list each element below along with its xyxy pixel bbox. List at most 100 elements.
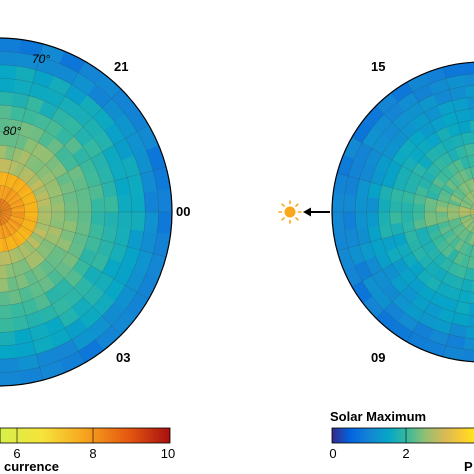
left-cb-label: currence bbox=[4, 459, 59, 474]
left-cell bbox=[90, 197, 106, 213]
left-mlt-spoke bbox=[0, 124, 149, 213]
right-colorbar-gradient bbox=[331, 427, 474, 444]
left-cell bbox=[103, 196, 119, 213]
right-cell bbox=[377, 211, 391, 226]
right-mlt-spoke bbox=[352, 211, 474, 288]
right-cell bbox=[424, 211, 437, 220]
right-cell bbox=[401, 211, 414, 223]
left-cell bbox=[0, 278, 9, 293]
right-polar-plot: 15 09 bbox=[331, 59, 474, 365]
left-cell bbox=[64, 201, 79, 213]
left-mlt-spoke bbox=[0, 211, 86, 363]
left-cell bbox=[77, 211, 92, 225]
right-mlt-spoke bbox=[443, 67, 474, 213]
mlt-label-21: 21 bbox=[114, 59, 128, 74]
left-cell bbox=[103, 211, 119, 228]
right-mlt-spoke bbox=[375, 211, 474, 319]
right-mlt-spoke bbox=[337, 173, 474, 213]
lat-label-80: 80° bbox=[3, 124, 21, 138]
right-cell bbox=[343, 211, 357, 231]
left-mlt-spoke bbox=[0, 211, 149, 300]
right-cell bbox=[332, 211, 345, 232]
right-outer-ring bbox=[331, 61, 474, 363]
right-cb-label: P bbox=[464, 459, 473, 474]
mlt-label-15: 15 bbox=[371, 59, 385, 74]
left-cell bbox=[130, 211, 146, 232]
left-cell bbox=[117, 211, 133, 230]
left-cell bbox=[90, 211, 106, 227]
left-mlt-spoke bbox=[0, 211, 167, 258]
left-cell bbox=[143, 211, 159, 234]
right-cell bbox=[389, 211, 403, 225]
left-cell bbox=[0, 357, 20, 373]
left-cell bbox=[0, 104, 13, 120]
right-mlt-spoke bbox=[406, 82, 474, 213]
right-cell bbox=[412, 211, 426, 222]
left-cb-tick-8: 8 bbox=[89, 446, 96, 461]
right-colorbar: Solar Maximum 0 2 4 P bbox=[329, 409, 474, 474]
lat-label-70: 70° bbox=[32, 52, 50, 66]
left-cell bbox=[0, 185, 2, 199]
right-cell bbox=[463, 337, 474, 351]
right-cell bbox=[462, 62, 474, 75]
mlt-label-03: 03 bbox=[116, 350, 130, 365]
left-mlt-spoke bbox=[0, 61, 86, 213]
right-cell bbox=[401, 201, 414, 213]
right-cell bbox=[354, 211, 368, 229]
right-cell bbox=[470, 211, 474, 214]
left-cell bbox=[0, 344, 18, 360]
left-outer-ring bbox=[0, 37, 173, 387]
right-cell bbox=[366, 211, 380, 228]
left-mlt-spoke bbox=[0, 88, 122, 213]
right-mlt-spoke bbox=[406, 211, 474, 342]
left-cell bbox=[77, 199, 92, 213]
left-cell bbox=[0, 51, 20, 67]
left-cell bbox=[117, 194, 133, 213]
right-cb-tick-2: 2 bbox=[402, 446, 409, 461]
left-cell bbox=[0, 91, 14, 107]
right-cell bbox=[466, 96, 474, 110]
left-cell bbox=[157, 211, 172, 235]
right-cell bbox=[389, 199, 403, 213]
left-mlt-spoke bbox=[0, 166, 167, 213]
left-polar-plot: 70° 80° 21 00 03 bbox=[0, 37, 190, 387]
mlt-label-00: 00 bbox=[176, 204, 190, 219]
left-cell bbox=[130, 192, 146, 213]
right-cell bbox=[366, 196, 380, 213]
left-cell bbox=[0, 64, 18, 80]
mlt-label-09: 09 bbox=[371, 350, 385, 365]
left-cell bbox=[50, 203, 66, 213]
right-cb-title: Solar Maximum bbox=[330, 409, 426, 424]
right-mlt-spoke bbox=[375, 105, 474, 213]
left-cell bbox=[0, 317, 14, 333]
left-cell bbox=[0, 371, 21, 386]
right-cell bbox=[462, 349, 474, 362]
right-cell bbox=[343, 193, 357, 213]
right-cb-tick-0: 0 bbox=[329, 446, 336, 461]
right-cell bbox=[465, 84, 474, 98]
sun-icon bbox=[278, 200, 302, 224]
right-mlt-spoke bbox=[443, 211, 474, 357]
left-heatmap-cells bbox=[0, 38, 172, 386]
left-mlt-spoke bbox=[0, 43, 44, 213]
left-cb-tick-10: 10 bbox=[161, 446, 175, 461]
right-cell bbox=[354, 195, 368, 213]
right-grid bbox=[332, 67, 474, 357]
left-mlt-spoke bbox=[0, 211, 122, 336]
left-colorbar-gradient bbox=[0, 427, 171, 444]
right-cell bbox=[332, 192, 345, 213]
left-cell bbox=[143, 190, 159, 213]
right-cell bbox=[377, 198, 391, 213]
left-mlt-spoke bbox=[0, 211, 44, 381]
left-cell bbox=[0, 77, 16, 93]
right-mlt-spoke bbox=[337, 211, 474, 251]
arrow-icon bbox=[303, 207, 330, 217]
right-cell bbox=[463, 73, 474, 87]
left-cell bbox=[0, 331, 16, 347]
left-cell bbox=[0, 304, 13, 320]
left-cb-tick-6: 6 bbox=[13, 446, 20, 461]
sun-direction-indicator bbox=[278, 200, 330, 224]
right-mlt-spoke bbox=[352, 136, 474, 213]
left-cell bbox=[157, 189, 172, 213]
